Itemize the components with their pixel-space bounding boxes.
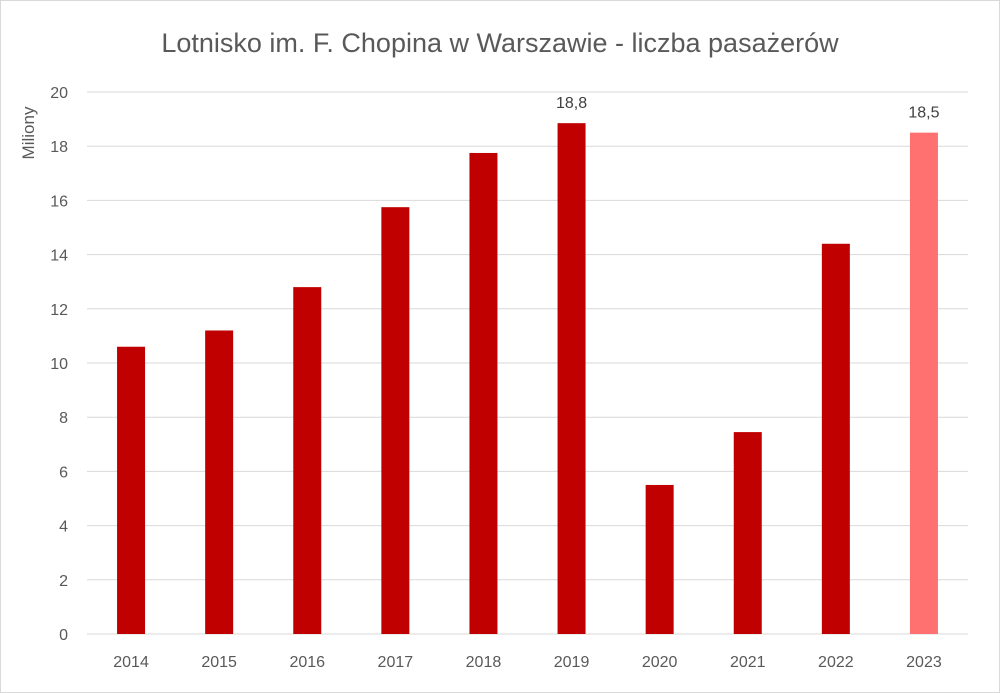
y-tick-label: 12 — [50, 302, 68, 319]
x-tick-label: 2018 — [466, 654, 502, 671]
data-label: 18,8 — [556, 95, 587, 112]
x-tick-label: 2019 — [554, 654, 590, 671]
bar-2017 — [381, 207, 410, 635]
bars — [117, 123, 938, 635]
x-tick-label: 2021 — [730, 654, 766, 671]
bar-2016 — [293, 287, 322, 634]
y-tick-label: 14 — [50, 248, 68, 265]
bar-2021 — [733, 432, 762, 634]
x-tick-label: 2016 — [289, 654, 325, 671]
y-tick-label: 20 — [50, 85, 68, 102]
bar-2019 — [557, 123, 586, 634]
y-tick-label: 0 — [59, 627, 68, 644]
gridlines — [87, 91, 968, 635]
data-label: 18,5 — [908, 105, 939, 122]
bar-2020 — [645, 484, 674, 634]
y-tick-label: 6 — [59, 464, 68, 481]
y-tick-label: 8 — [59, 410, 68, 427]
y-tick-label: 2 — [59, 573, 68, 590]
bar-2023 — [909, 132, 938, 634]
bar-2022 — [821, 243, 850, 634]
x-tick-label: 2022 — [818, 654, 854, 671]
x-tick-label: 2015 — [201, 654, 237, 671]
bar-2015 — [205, 330, 234, 634]
x-tick-label: 2020 — [642, 654, 678, 671]
y-tick-label: 4 — [59, 519, 68, 536]
y-tick-label: 18 — [50, 139, 68, 156]
y-tick-label: 10 — [50, 356, 68, 373]
y-tick-label: 16 — [50, 193, 68, 210]
x-tick-label: 2014 — [113, 654, 149, 671]
labels: 0 2 4 6 8 10 12 14 16 18 20 2014 2015 2016 2017 2018 201… — [50, 85, 942, 671]
y-axis-title: Miliony — [19, 106, 38, 159]
chart-title: Lotnisko im. F. Chopina w Warszawie - li… — [161, 28, 839, 58]
bar-2018 — [469, 152, 498, 634]
x-tick-label: 2017 — [378, 654, 414, 671]
bar-2014 — [117, 346, 146, 634]
x-tick-label: 2023 — [906, 654, 942, 671]
